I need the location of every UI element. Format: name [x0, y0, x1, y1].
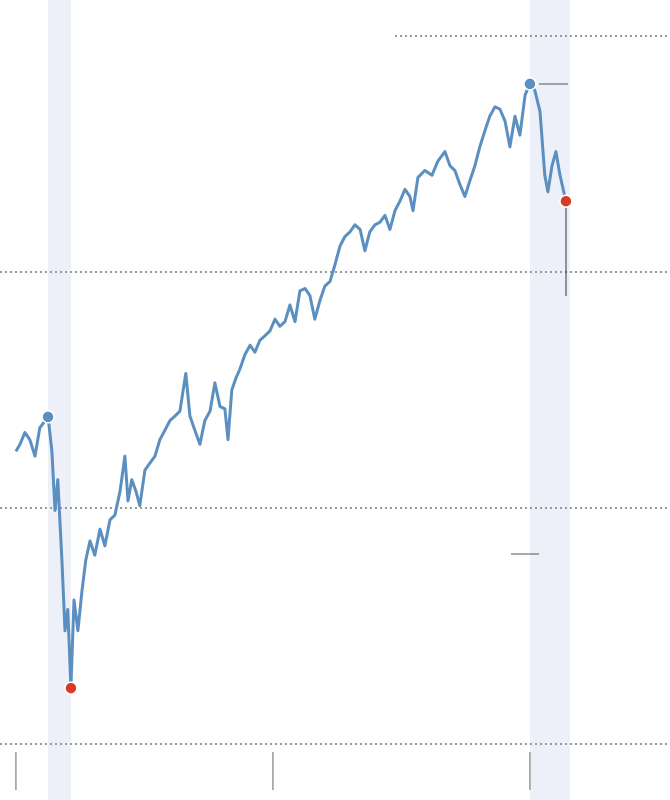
point-marker — [559, 194, 573, 208]
point-marker — [523, 77, 537, 91]
shaded-range — [529, 0, 571, 800]
point-marker — [64, 681, 78, 695]
point-marker — [41, 410, 55, 424]
line — [14, 82, 568, 690]
shaded-range — [48, 0, 71, 800]
